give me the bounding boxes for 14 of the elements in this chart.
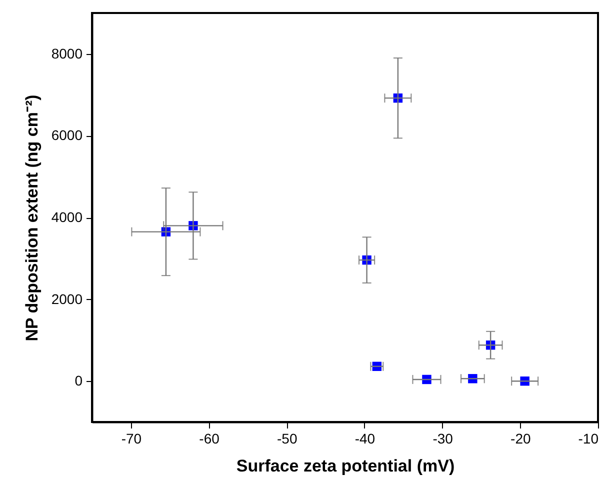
x-tick-label: -50 — [277, 430, 298, 446]
y-tick-label: 0 — [74, 372, 83, 389]
y-tick-label: 6000 — [51, 127, 83, 144]
y-tick-label: 2000 — [51, 290, 83, 307]
y-tick-label: 4000 — [51, 209, 83, 225]
x-axis-title: Surface zeta potential (mV) — [236, 456, 455, 476]
x-tick-label: -40 — [354, 430, 376, 446]
x-tick-label: -60 — [199, 430, 220, 446]
x-tick-label: -20 — [510, 430, 531, 446]
x-tick-label: -10 — [578, 430, 599, 446]
x-tick-label: -30 — [432, 430, 454, 446]
y-axis-title: NP deposition extent (ng cm⁻²) — [22, 94, 42, 342]
x-tick-label: -70 — [121, 430, 142, 446]
y-tick-label: 8000 — [51, 45, 83, 62]
